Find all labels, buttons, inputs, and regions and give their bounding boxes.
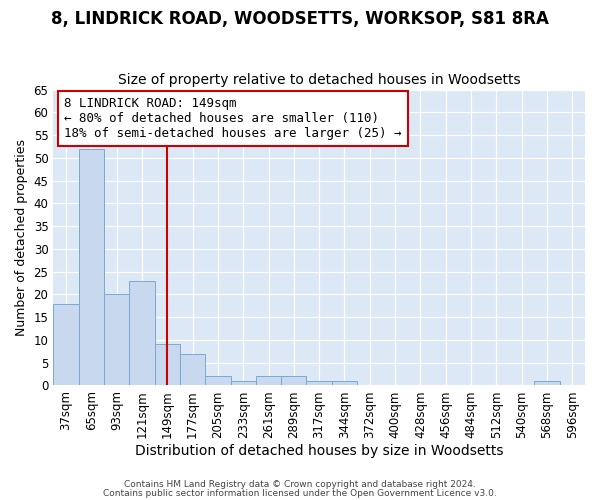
- Bar: [535, 381, 560, 386]
- Bar: [79, 148, 104, 386]
- Bar: [307, 381, 332, 386]
- Bar: [53, 304, 79, 386]
- Text: 8, LINDRICK ROAD, WOODSETTS, WORKSOP, S81 8RA: 8, LINDRICK ROAD, WOODSETTS, WORKSOP, S8…: [51, 10, 549, 28]
- Bar: [155, 344, 180, 386]
- Bar: [281, 376, 307, 386]
- Title: Size of property relative to detached houses in Woodsetts: Size of property relative to detached ho…: [118, 73, 520, 87]
- Bar: [256, 376, 281, 386]
- Text: Contains HM Land Registry data © Crown copyright and database right 2024.: Contains HM Land Registry data © Crown c…: [124, 480, 476, 489]
- Text: Contains public sector information licensed under the Open Government Licence v3: Contains public sector information licen…: [103, 488, 497, 498]
- Bar: [205, 376, 230, 386]
- Y-axis label: Number of detached properties: Number of detached properties: [15, 139, 28, 336]
- Bar: [104, 294, 129, 386]
- Bar: [230, 381, 256, 386]
- Text: 8 LINDRICK ROAD: 149sqm
← 80% of detached houses are smaller (110)
18% of semi-d: 8 LINDRICK ROAD: 149sqm ← 80% of detache…: [64, 97, 401, 140]
- X-axis label: Distribution of detached houses by size in Woodsetts: Distribution of detached houses by size …: [135, 444, 503, 458]
- Bar: [129, 281, 155, 386]
- Bar: [332, 381, 357, 386]
- Bar: [180, 354, 205, 386]
